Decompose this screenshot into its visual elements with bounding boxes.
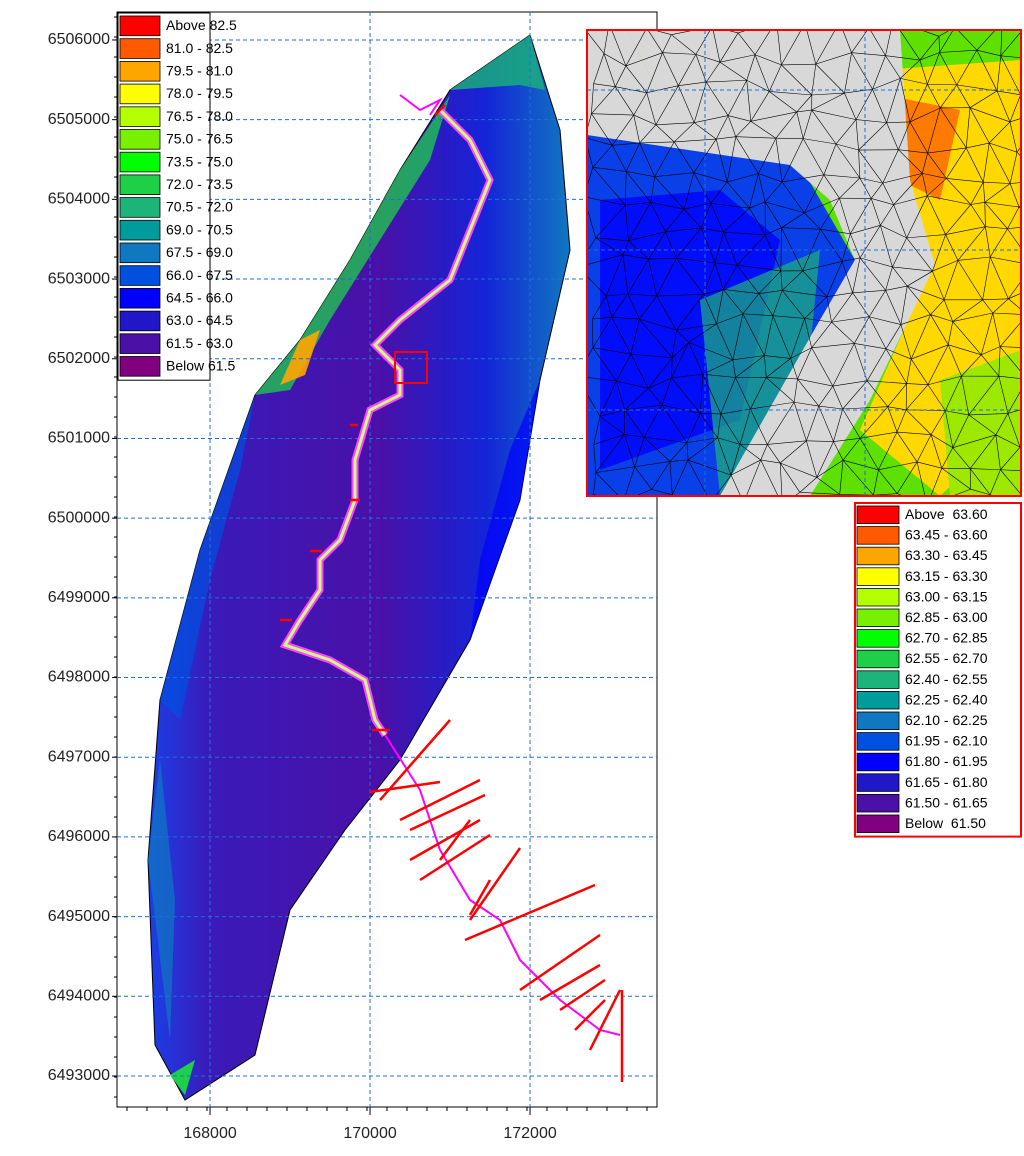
legend-swatch	[857, 547, 899, 565]
legend-swatch	[120, 311, 160, 331]
legend-swatch	[120, 16, 160, 36]
legend-swatch	[857, 691, 899, 709]
legend-swatch	[857, 588, 899, 606]
y-tick-label: 6499000	[48, 589, 110, 606]
legend-swatch	[120, 84, 160, 104]
legend-swatch	[857, 506, 899, 524]
y-tick-label: 6503000	[48, 270, 110, 287]
y-tick-label: 6505000	[48, 111, 110, 128]
y-tick-label: 6494000	[48, 988, 110, 1005]
legend-label: 75.0 - 76.5	[166, 131, 233, 147]
legend-label: 62.40 - 62.55	[905, 671, 988, 687]
legend-label: Above 82.5	[166, 17, 237, 33]
legend-label: 72.0 - 73.5	[166, 176, 233, 192]
legend-label: 62.10 - 62.25	[905, 712, 988, 728]
mesh-edge	[869, 20, 893, 28]
legend-swatch	[857, 650, 899, 668]
legend-swatch	[857, 609, 899, 627]
legend-label: Below 61.50	[905, 815, 986, 831]
legend-label: 67.5 - 69.0	[166, 244, 233, 260]
legend-label: 62.55 - 62.70	[905, 650, 988, 666]
inset-map	[577, 20, 1024, 506]
legend-swatch	[857, 733, 899, 751]
legend-swatch	[120, 288, 160, 308]
x-tick-label: 168000	[183, 1125, 236, 1142]
legend-swatch	[857, 753, 899, 771]
legend-label: 81.0 - 82.5	[166, 40, 233, 56]
legend-swatch	[857, 794, 899, 812]
legend-swatch	[120, 243, 160, 263]
legend-label: 63.30 - 63.45	[905, 547, 988, 563]
mesh-edge	[777, 21, 805, 24]
legend-swatch	[120, 39, 160, 59]
x-tick-label: 170000	[343, 1125, 396, 1142]
mesh-edge	[840, 22, 869, 28]
legend-swatch	[120, 130, 160, 150]
legend-swatch	[120, 198, 160, 218]
y-tick-label: 6496000	[48, 828, 110, 845]
legend-swatch	[857, 527, 899, 545]
y-tick-label: 6498000	[48, 669, 110, 686]
legend-label: 63.00 - 63.15	[905, 588, 988, 604]
legend-label: 62.25 - 62.40	[905, 691, 988, 707]
x-tick-label: 172000	[503, 1125, 556, 1142]
legend-label: 63.0 - 64.5	[166, 312, 233, 328]
legend-label: 62.70 - 62.85	[905, 630, 988, 646]
plot-area: Above 82.5 81.0 - 82.5 79.5 - 81.0 78.0 - 7…	[117, 12, 657, 1107]
inset-legend: Above 63.60 63.45 - 63.60 63.30 - 63.45 63.…	[855, 503, 1021, 837]
legend-swatch	[120, 175, 160, 195]
map-figure: Above 82.5 81.0 - 82.5 79.5 - 81.0 78.0 - 7…	[0, 0, 1024, 1151]
legend-label: 64.5 - 66.0	[166, 289, 233, 305]
mesh-edge	[1002, 23, 1023, 29]
legend-label: 61.65 - 61.80	[905, 774, 988, 790]
y-tick-label: 6497000	[48, 748, 110, 765]
legend-swatch	[120, 266, 160, 286]
legend-label: 78.0 - 79.5	[166, 85, 233, 101]
y-tick-label: 6504000	[48, 191, 110, 208]
legend-label: 63.15 - 63.30	[905, 568, 988, 584]
legend-label: 61.50 - 61.65	[905, 794, 988, 810]
legend-swatch	[120, 152, 160, 172]
legend-label: 61.5 - 63.0	[166, 335, 233, 351]
mesh-edge	[744, 503, 783, 505]
legend-label: 70.5 - 72.0	[166, 199, 233, 215]
legend-swatch	[120, 107, 160, 127]
y-tick-label: 6502000	[48, 350, 110, 367]
legend-label: 61.80 - 61.95	[905, 753, 988, 769]
legend-swatch	[857, 774, 899, 792]
y-tick-label: 6500000	[48, 509, 110, 526]
legend-label: 63.45 - 63.60	[905, 527, 988, 543]
legend-swatch	[857, 630, 899, 648]
legend-swatch	[120, 220, 160, 240]
legend-label: Below 61.5	[166, 358, 235, 374]
mesh-edge	[955, 23, 1002, 27]
legend-label: 69.0 - 70.5	[166, 221, 233, 237]
legend-label: 66.0 - 67.5	[166, 267, 233, 283]
legend-swatch	[857, 671, 899, 689]
y-tick-label: 6493000	[48, 1067, 110, 1084]
legend-swatch	[857, 815, 899, 833]
legend-label: 73.5 - 75.0	[166, 153, 233, 169]
legend-swatch	[120, 334, 160, 354]
legend-label: Above 63.60	[905, 506, 988, 522]
legend-swatch	[120, 357, 160, 377]
legend-label: 61.95 - 62.10	[905, 733, 988, 749]
mesh-edge	[805, 22, 840, 23]
legend-swatch	[857, 568, 899, 586]
y-tick-label: 6495000	[48, 908, 110, 925]
legend-label: 79.5 - 81.0	[166, 62, 233, 78]
legend-label: 62.85 - 63.00	[905, 609, 988, 625]
legend-swatch	[120, 61, 160, 81]
legend-label: 76.5 - 78.0	[166, 108, 233, 124]
legend-swatch	[857, 712, 899, 730]
y-tick-label: 6501000	[48, 430, 110, 447]
y-tick-label: 6506000	[48, 31, 110, 48]
